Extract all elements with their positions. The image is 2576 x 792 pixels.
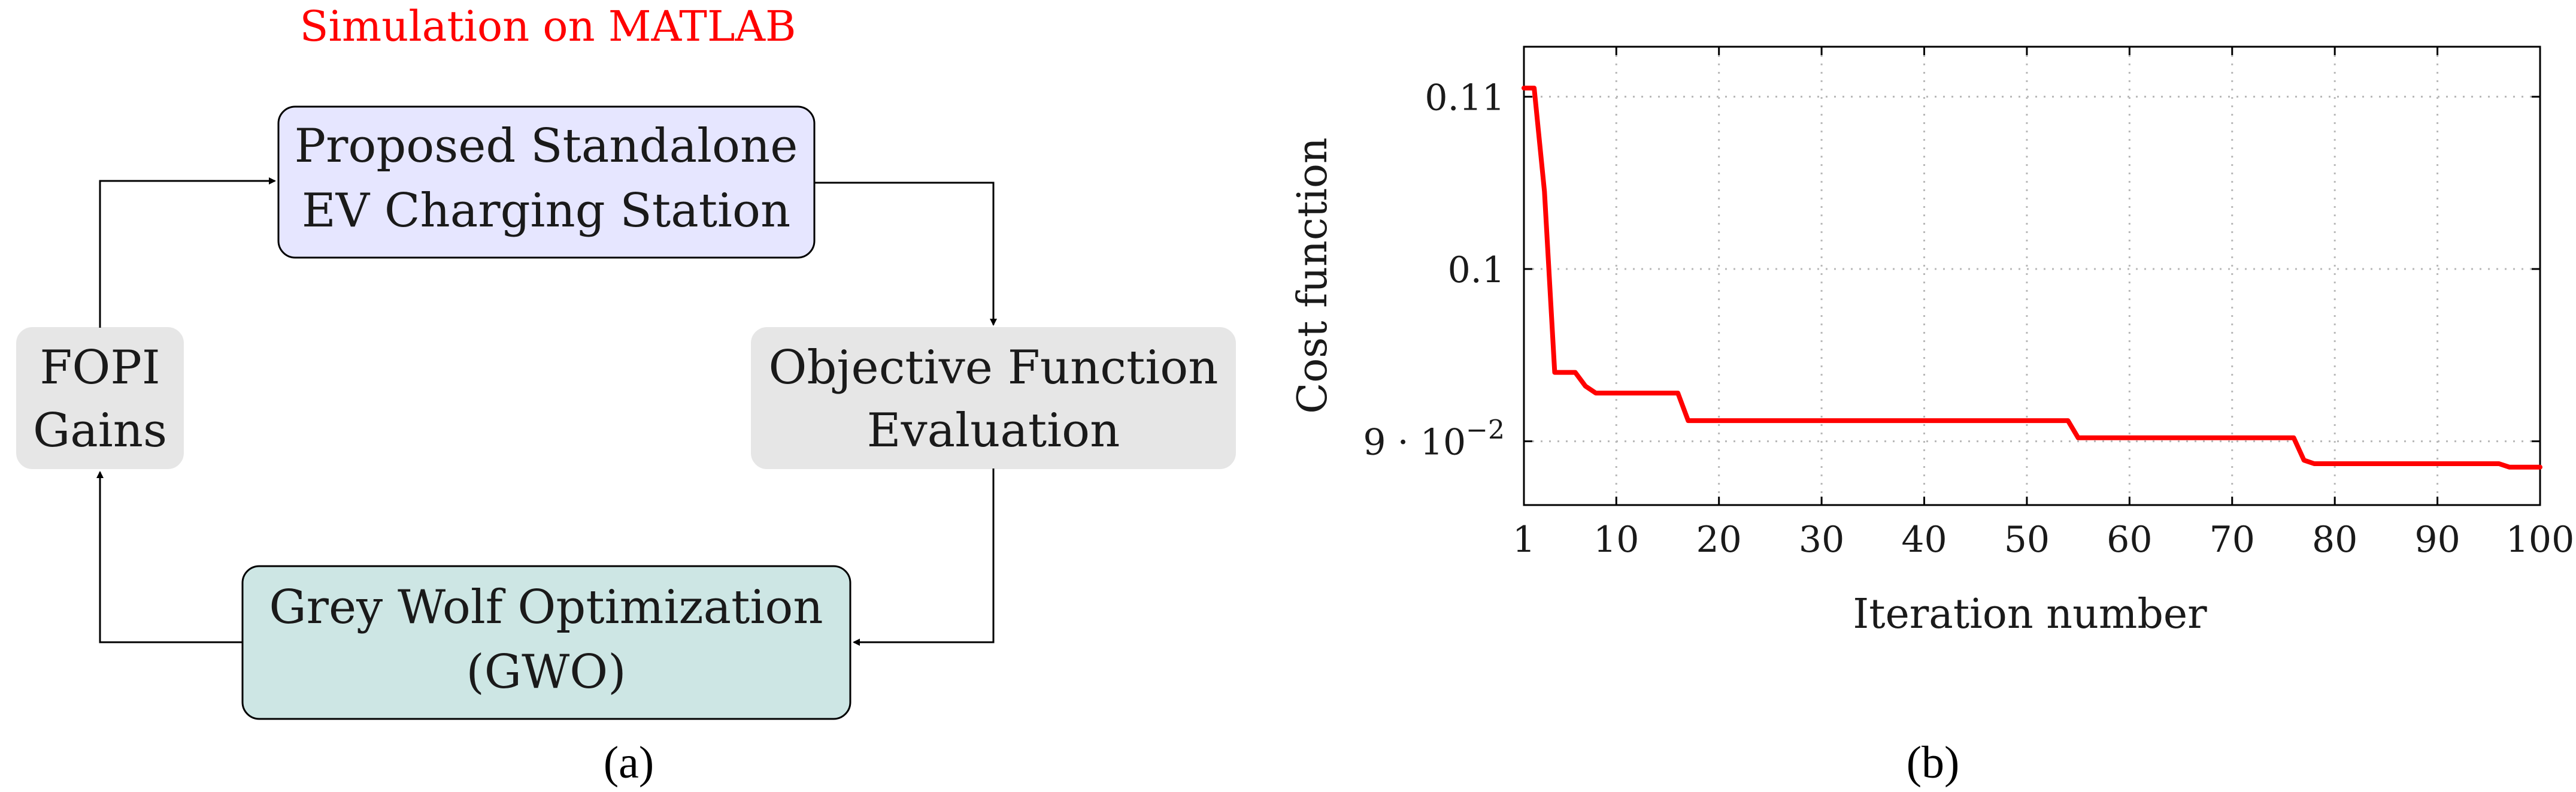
y-tick-label: 0.1	[1448, 249, 1505, 291]
x-tick-label: 90	[2414, 519, 2460, 561]
panel-a-caption: (a)	[604, 737, 654, 788]
x-tick-label: 10	[1593, 519, 1639, 561]
x-tick-label: 20	[1696, 519, 1742, 561]
node-objective-function-line1: Objective Function	[769, 341, 1219, 395]
panel-a-diagram: Simulation on MATLAB Proposed Standalone…	[16, 2, 1236, 788]
x-tick-label: 50	[2004, 519, 2050, 561]
chart-x-axis-label: Iteration number	[1853, 591, 2207, 638]
node-objective-function-line2: Evaluation	[867, 404, 1120, 458]
x-tick-label: 100	[2506, 519, 2575, 561]
x-tick-label: 1	[1513, 519, 1535, 561]
node-grey-wolf-optimization-line2: (GWO)	[466, 645, 626, 699]
node-fopi-gains-line1: FOPI	[40, 341, 160, 395]
node-ev-charging-station-line2: EV Charging Station	[302, 184, 790, 238]
node-objective-function: Objective Function Evaluation	[751, 327, 1236, 469]
node-ev-charging-station: Proposed Standalone EV Charging Station	[277, 105, 816, 259]
x-tick-label: 70	[2210, 519, 2255, 561]
arrow-objective-to-gwo	[853, 468, 995, 646]
node-grey-wolf-optimization-line1: Grey Wolf Optimization	[269, 581, 823, 634]
x-tick-label: 40	[1901, 519, 1947, 561]
chart-y-axis-label: Cost function	[1289, 137, 1337, 413]
y-tick-label: 0.11	[1425, 77, 1505, 119]
y-tick-label: 9 · 10−2	[1363, 415, 1505, 464]
chart-plot-frame	[1523, 46, 2541, 506]
x-tick-label: 30	[1799, 519, 1844, 561]
node-fopi-gains-line2: Gains	[33, 404, 167, 458]
panel-b-chart: 1 10 20 30 40 50 60 70 80 90 100 9 · 10−2 0.1 0.11 It…	[1289, 46, 2574, 788]
series-line-cost-function	[1522, 86, 2542, 470]
x-tick-label: 80	[2312, 519, 2357, 561]
diagram-title: Simulation on MATLAB	[300, 2, 796, 51]
chart-series	[1522, 86, 2542, 470]
chart-tick-labels: 1 10 20 30 40 50 60 70 80 90 100 9 · 10−2 0.1 0.11	[1363, 77, 2574, 561]
panel-b-caption: (b)	[1907, 737, 1960, 788]
arrow-fopi-to-station	[99, 177, 276, 328]
chart-grid	[1523, 47, 2541, 505]
node-fopi-gains: FOPI Gains	[16, 327, 184, 469]
node-grey-wolf-optimization: Grey Wolf Optimization (GWO)	[241, 565, 851, 720]
node-ev-charging-station-line1: Proposed Standalone	[295, 119, 798, 173]
arrow-gwo-to-fopi	[96, 471, 243, 643]
chart-ticks	[1523, 47, 2541, 505]
x-tick-label: 60	[2107, 519, 2152, 561]
arrow-station-to-objective	[814, 182, 997, 326]
